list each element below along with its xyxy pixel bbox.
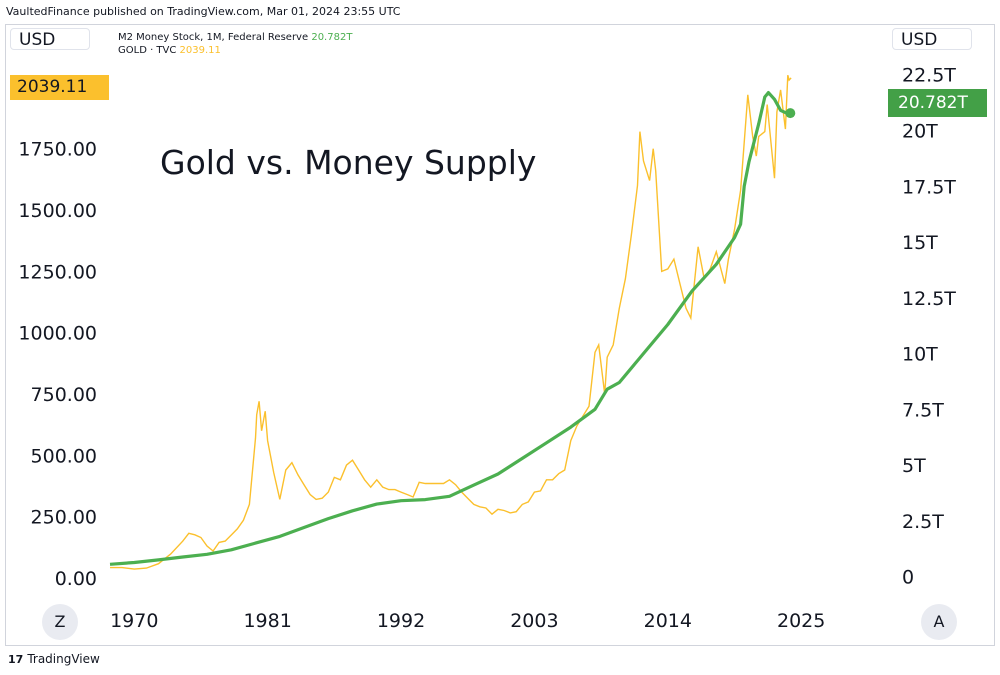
right-axis-tick: 2.5T (902, 511, 944, 533)
chart-title: Gold vs. Money Supply (160, 143, 537, 182)
tradingview-logo-icon: 17 (8, 652, 24, 666)
published-caption: VaultedFinance published on TradingView.… (6, 5, 401, 18)
chart-frame (5, 24, 995, 646)
tradingview-footer[interactable]: 17 TradingView (8, 652, 100, 666)
legend-item-gold[interactable]: GOLD · TVC 2039.11 (118, 44, 352, 57)
auto-scale-button[interactable]: Z (42, 604, 78, 640)
legend-gold-value: 2039.11 (179, 45, 221, 56)
left-axis-tick: 500.00 (31, 445, 97, 467)
legend-gold-name: GOLD · TVC (118, 45, 177, 56)
right-axis-tick: 7.5T (902, 399, 944, 421)
right-axis-tick: 0 (902, 567, 914, 589)
m2-series-line (109, 91, 791, 566)
left-axis-tick: 1000.00 (18, 323, 97, 345)
m2-last-point (785, 108, 796, 119)
right-axis-tick: 20T (902, 120, 938, 142)
x-axis-tick: 1970 (110, 610, 158, 632)
x-axis-tick: 1981 (243, 610, 291, 632)
legend-m2-value: 20.782T (311, 32, 353, 43)
legend-item-m2[interactable]: M2 Money Stock, 1M, Federal Reserve 20.7… (118, 31, 352, 44)
right-axis-tick: 12.5T (902, 288, 956, 310)
left-axis-tick: 0.00 (55, 568, 97, 590)
x-axis-tick: 2003 (510, 610, 558, 632)
left-axis-tick: 250.00 (31, 507, 97, 529)
gold-series-line (110, 75, 792, 570)
gold-last-price-label: 2039.11 (10, 75, 109, 100)
legend-m2-name: M2 Money Stock, 1M, Federal Reserve (118, 32, 309, 43)
right-axis-tick: 15T (902, 232, 938, 254)
right-axis-tick: 17.5T (902, 176, 956, 198)
auto-scale-right-button[interactable]: A (921, 604, 957, 640)
m2-last-value-label: 20.782T (888, 89, 987, 117)
right-axis-unit[interactable]: USD (892, 28, 972, 50)
legend: M2 Money Stock, 1M, Federal Reserve 20.7… (118, 31, 352, 57)
right-axis-tick: 5T (902, 455, 926, 477)
x-axis-tick: 2014 (644, 610, 692, 632)
x-axis-tick: 2025 (777, 610, 825, 632)
left-axis-tick: 1750.00 (18, 139, 97, 161)
x-axis-tick: 1992 (377, 610, 425, 632)
left-axis-unit[interactable]: USD (10, 28, 90, 50)
tradingview-brand: TradingView (27, 652, 100, 666)
left-axis-tick: 1500.00 (18, 200, 97, 222)
left-axis-tick: 750.00 (31, 384, 97, 406)
right-axis-tick: 22.5T (902, 65, 956, 87)
right-axis-tick: 10T (902, 344, 938, 366)
left-axis-tick: 1250.00 (18, 261, 97, 283)
